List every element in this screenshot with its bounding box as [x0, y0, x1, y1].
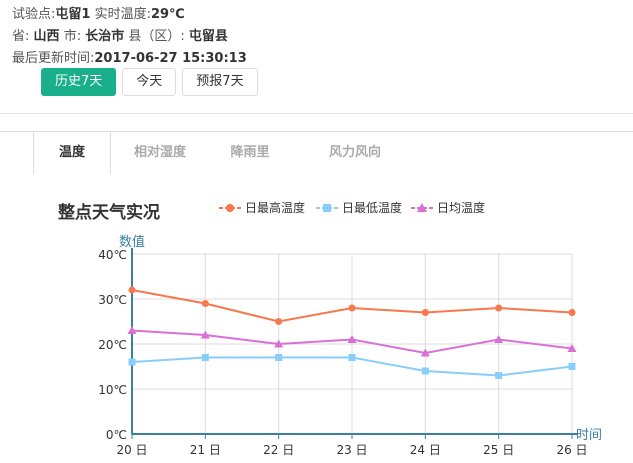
province-label: 省:	[12, 29, 30, 44]
data-point-avg	[347, 335, 357, 343]
x-tick-label: 23 日	[336, 443, 367, 457]
legend-item-max[interactable]: 日最高温度	[219, 199, 305, 216]
y-tick-label: 30℃	[98, 293, 127, 307]
station-name: 屯留1	[55, 7, 91, 22]
current-temp: 29℃	[150, 7, 185, 22]
data-point-avg	[200, 330, 210, 339]
data-point-min	[495, 372, 503, 379]
data-point-avg	[420, 348, 430, 357]
y-axis-title: 数值	[119, 234, 145, 250]
y-tick-label: 0℃	[106, 428, 127, 442]
data-point-avg	[274, 339, 284, 348]
data-point-max	[128, 286, 136, 294]
chart-panel	[0, 131, 633, 463]
x-tick-label: 25 日	[483, 443, 514, 457]
legend-item-avg[interactable]: 日均温度	[411, 199, 485, 216]
data-point-max	[201, 300, 209, 307]
data-point-max	[421, 309, 429, 316]
county-value: 屯留县	[188, 29, 228, 44]
section-divider	[0, 113, 633, 114]
data-point-avg	[567, 344, 577, 352]
x-tick-label: 26 日	[556, 443, 587, 457]
tab-wind[interactable]: 风力风向	[328, 145, 381, 160]
city-label: 市:	[63, 29, 82, 44]
updated-label: 最后更新时间:	[12, 51, 95, 66]
tab-temperature[interactable]: 温度	[33, 131, 111, 175]
tab-rainfall[interactable]: 降雨里	[230, 145, 270, 160]
data-point-avg	[494, 335, 504, 343]
tab-relative-humidity[interactable]: 相对湿度	[133, 145, 186, 160]
province-value: 山西	[33, 29, 60, 44]
station-info-line: 试验点:屯留1 实时温度:29℃	[12, 3, 185, 22]
update-info-line: 最后更新时间:2017-06-27 15:30:13	[12, 47, 247, 66]
x-tick-label: 20 日	[116, 443, 147, 457]
county-label: 县（区）:	[128, 29, 185, 44]
data-point-max	[568, 309, 576, 316]
today-button[interactable]: 今天	[122, 68, 177, 96]
y-tick-label: 10℃	[98, 383, 127, 397]
data-point-min	[201, 354, 209, 361]
x-tick-label: 22 日	[263, 443, 294, 457]
x-tick-label: 24 日	[410, 443, 441, 457]
updated-value: 2017-06-27 15:30:13	[94, 51, 247, 66]
location-info-line: 省: 山西 市: 长治市 县（区）: 屯留县	[12, 25, 228, 44]
legend-min-marker-icon	[316, 203, 338, 212]
range-button-group: 历史7天 今天 预报7天	[41, 68, 258, 96]
data-point-min	[568, 363, 576, 370]
tab-bar: 温度 相对湿度 降雨里 风力风向	[33, 131, 419, 175]
x-axis-title: 时间	[576, 428, 602, 443]
station-label: 试验点:	[12, 7, 56, 22]
forecast-7-days-button[interactable]: 预报7天	[182, 68, 258, 96]
legend-avg-marker-icon	[411, 202, 433, 212]
data-point-max	[348, 304, 356, 312]
legend-item-min[interactable]: 日最低温度	[316, 199, 402, 216]
data-point-min	[348, 354, 356, 361]
data-point-avg	[127, 326, 137, 334]
legend-max-marker-icon	[219, 203, 241, 212]
y-tick-label: 40℃	[98, 248, 127, 262]
history-7-days-button[interactable]: 历史7天	[41, 68, 117, 96]
x-tick-label: 21 日	[190, 443, 221, 457]
city-value: 长治市	[85, 29, 125, 44]
data-point-max	[275, 318, 283, 325]
data-point-min	[421, 367, 429, 375]
legend-max-label: 日最高温度	[245, 201, 306, 215]
data-point-min	[128, 358, 136, 366]
legend-avg-label: 日均温度	[437, 201, 486, 215]
data-point-min	[275, 354, 283, 361]
chart-title: 整点天气实况	[58, 203, 160, 223]
legend-min-label: 日最低温度	[342, 201, 403, 215]
current-temp-label: 实时温度:	[90, 7, 151, 22]
y-tick-label: 20℃	[98, 338, 127, 352]
data-point-max	[495, 304, 503, 312]
